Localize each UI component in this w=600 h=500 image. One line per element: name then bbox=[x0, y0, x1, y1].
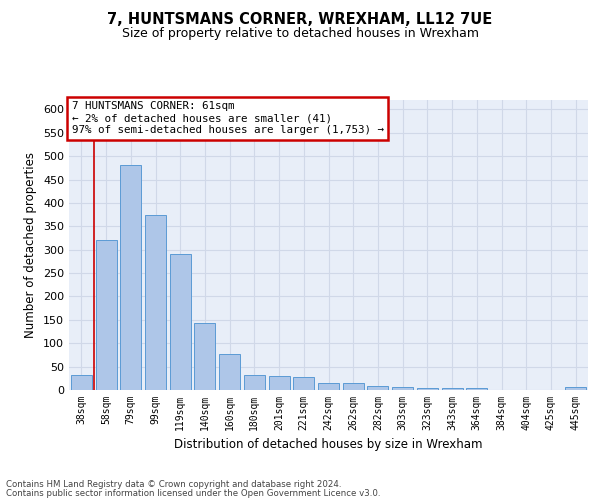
Bar bbox=[269, 376, 290, 390]
Bar bbox=[219, 354, 240, 390]
Bar bbox=[120, 166, 141, 390]
Bar bbox=[466, 388, 487, 390]
Y-axis label: Number of detached properties: Number of detached properties bbox=[25, 152, 37, 338]
Text: 7, HUNTSMANS CORNER, WREXHAM, LL12 7UE: 7, HUNTSMANS CORNER, WREXHAM, LL12 7UE bbox=[107, 12, 493, 28]
Bar bbox=[71, 375, 92, 390]
Bar bbox=[293, 378, 314, 390]
Bar bbox=[244, 375, 265, 390]
Bar bbox=[565, 387, 586, 390]
Text: Contains HM Land Registry data © Crown copyright and database right 2024.: Contains HM Land Registry data © Crown c… bbox=[6, 480, 341, 489]
X-axis label: Distribution of detached houses by size in Wrexham: Distribution of detached houses by size … bbox=[174, 438, 483, 452]
Bar bbox=[417, 388, 438, 390]
Bar bbox=[392, 386, 413, 390]
Bar bbox=[367, 386, 388, 390]
Bar bbox=[95, 240, 116, 390]
Bar bbox=[170, 254, 191, 390]
Bar bbox=[442, 388, 463, 390]
Bar bbox=[318, 382, 339, 390]
Text: Contains public sector information licensed under the Open Government Licence v3: Contains public sector information licen… bbox=[6, 488, 380, 498]
Bar bbox=[145, 214, 166, 390]
Text: Size of property relative to detached houses in Wrexham: Size of property relative to detached ho… bbox=[121, 28, 479, 40]
Text: 7 HUNTSMANS CORNER: 61sqm
← 2% of detached houses are smaller (41)
97% of semi-d: 7 HUNTSMANS CORNER: 61sqm ← 2% of detach… bbox=[71, 102, 383, 134]
Bar bbox=[343, 383, 364, 390]
Bar bbox=[194, 323, 215, 390]
